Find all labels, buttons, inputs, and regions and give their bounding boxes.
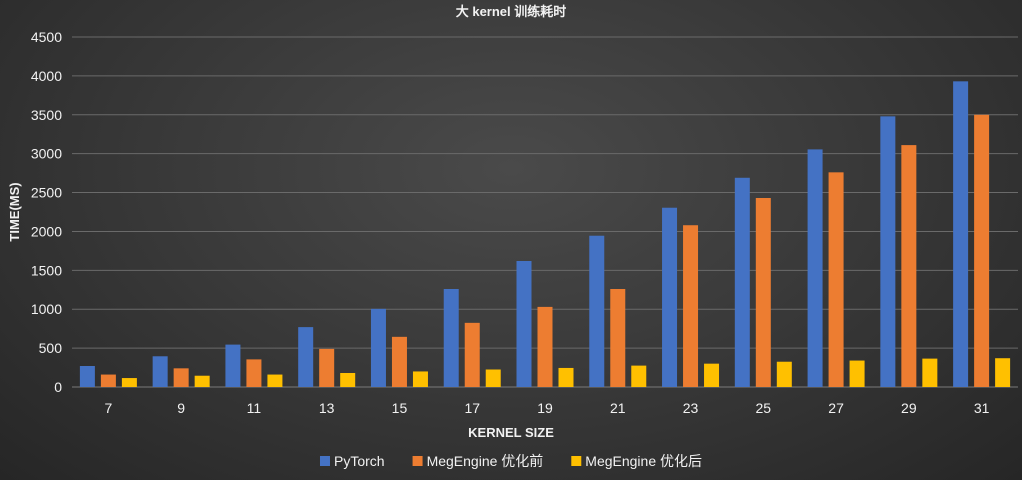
x-tick-label: 7 (104, 400, 112, 416)
bar (776, 361, 792, 387)
y-axis-ticks: 0 500 1000 1500 2000 2500 3000 3500 4000 4500 (31, 29, 62, 395)
bar (662, 207, 678, 387)
legend-label: PyTorch (334, 453, 385, 469)
x-tick-label: 29 (901, 400, 917, 416)
bar (589, 235, 605, 387)
bar (922, 358, 938, 387)
y-tick-label: 1500 (31, 262, 62, 278)
x-tick-label: 11 (247, 400, 262, 416)
y-tick-label: 2500 (31, 185, 62, 201)
bar (610, 289, 626, 387)
x-axis-ticks: 7 9 11 13 15 17 19 21 23 25 27 29 31 (104, 400, 989, 416)
y-axis-label: TIME(MS) (7, 182, 22, 241)
bar (412, 371, 428, 387)
bar (246, 359, 262, 387)
x-tick-label: 23 (683, 400, 699, 416)
y-tick-label: 3500 (31, 107, 62, 123)
bar (828, 172, 844, 387)
y-tick-label: 4500 (31, 29, 62, 45)
bar (849, 360, 865, 387)
bar (267, 374, 283, 387)
bar (558, 367, 574, 387)
y-tick-label: 1000 (31, 301, 62, 317)
y-tick-label: 0 (54, 379, 62, 395)
chart-title: 大 kernel 训练耗时 (456, 4, 567, 19)
x-tick-label: 13 (319, 400, 335, 416)
legend-label: MegEngine 优化后 (585, 453, 702, 469)
bar (974, 114, 990, 388)
legend-swatch (412, 456, 423, 466)
bar (537, 306, 553, 387)
bar (152, 356, 168, 387)
x-tick-label: 19 (537, 400, 553, 416)
bar (194, 375, 210, 387)
bar (443, 289, 459, 387)
bar (734, 177, 750, 387)
x-tick-label: 21 (610, 400, 626, 416)
bar (901, 145, 917, 387)
bar (807, 149, 823, 387)
legend-item: MegEngine 优化前 (412, 453, 544, 469)
bar (631, 365, 647, 387)
bars (79, 81, 1011, 388)
bar (995, 358, 1011, 387)
y-tick-label: 4000 (31, 68, 62, 84)
legend-swatch (571, 456, 582, 466)
bar (298, 327, 314, 387)
bar (370, 308, 386, 387)
bar (485, 369, 501, 387)
bar (683, 225, 699, 387)
legend-item: PyTorch (319, 453, 385, 469)
legend-label: MegEngine 优化前 (427, 453, 544, 469)
y-tick-label: 2000 (31, 223, 62, 239)
bar (880, 116, 896, 387)
legend: PyTorch MegEngine 优化前 MegEngine 优化后 (319, 453, 702, 469)
bar (121, 378, 137, 387)
x-axis-label: KERNEL SIZE (468, 425, 554, 440)
x-tick-label: 31 (974, 400, 990, 416)
y-tick-label: 500 (39, 340, 63, 356)
x-tick-label: 27 (828, 400, 844, 416)
x-tick-label: 25 (756, 400, 772, 416)
bar (704, 363, 720, 387)
bar (225, 344, 241, 387)
x-tick-label: 9 (177, 400, 185, 416)
legend-item: MegEngine 优化后 (571, 453, 702, 469)
bar (173, 368, 189, 387)
bar (755, 198, 771, 387)
y-tick-label: 3000 (31, 146, 62, 162)
bar (100, 374, 116, 387)
bar (464, 322, 480, 387)
bar (79, 366, 95, 387)
bar (340, 373, 356, 387)
bar (319, 348, 335, 387)
bar (391, 336, 407, 387)
bar (516, 261, 532, 387)
legend-swatch (319, 456, 330, 466)
bar (953, 81, 969, 387)
x-tick-label: 17 (464, 400, 480, 416)
x-tick-label: 15 (392, 400, 408, 416)
